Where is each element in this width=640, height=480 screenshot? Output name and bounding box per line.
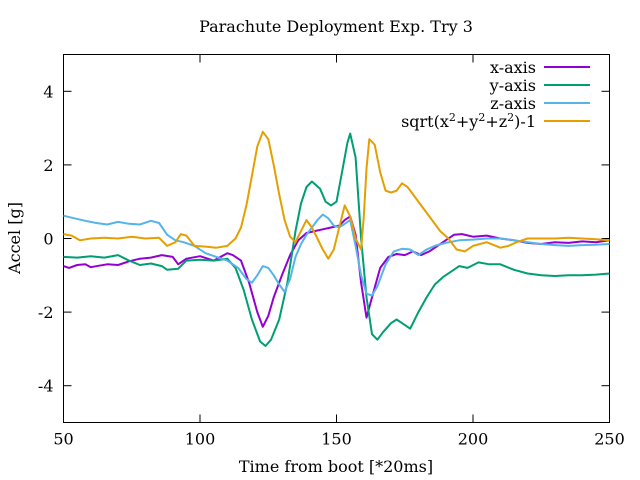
x-axis-label: Time from boot [*20ms] — [239, 457, 433, 476]
x-tick-label: 200 — [458, 430, 489, 449]
y-tick-label: -2 — [38, 303, 54, 322]
y-tick-label: -4 — [38, 377, 54, 396]
legend-label-z-axis: z-axis — [490, 94, 536, 113]
series-line-x-axis — [63, 215, 610, 328]
legend: x-axis y-axis z-axis sqrt(x2+y2+z2)-1 — [401, 58, 590, 131]
axis-tick-labels: 50 100 150 200 250 -4 -2 0 2 4 — [38, 82, 625, 448]
series-line-z-axis — [63, 213, 610, 297]
y-axis-label: Accel [g] — [5, 202, 24, 275]
legend-label-magnitude: sqrt(x2+y2+z2)-1 — [401, 111, 536, 131]
series-line-magnitude — [63, 130, 610, 260]
x-tick-label: 150 — [321, 430, 352, 449]
y-tick-label: 4 — [43, 82, 53, 101]
x-tick-label: 100 — [185, 430, 216, 449]
axis-ticks — [63, 54, 610, 423]
legend-label-y-axis: y-axis — [489, 76, 536, 95]
series-lines — [63, 130, 610, 347]
x-tick-label: 250 — [594, 430, 625, 449]
x-tick-label: 50 — [53, 430, 73, 449]
y-tick-label: 2 — [43, 156, 53, 175]
y-tick-label: 0 — [43, 230, 53, 249]
legend-label-x-axis: x-axis — [490, 58, 536, 77]
series-line-y-axis — [63, 132, 610, 347]
chart-title: Parachute Deployment Exp. Try 3 — [199, 17, 473, 36]
